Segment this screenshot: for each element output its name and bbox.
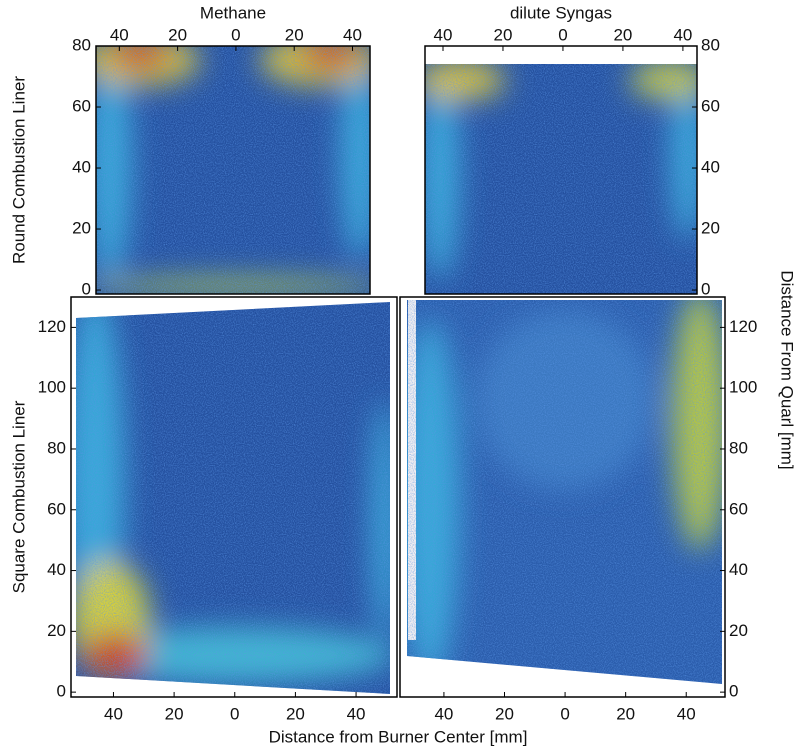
y-tick-label: 60 <box>701 96 720 115</box>
x-tick-label: 40 <box>673 25 692 44</box>
y-tick-label: 40 <box>701 158 720 177</box>
y-tick-label: 0 <box>82 280 91 299</box>
x-tick-label: 40 <box>347 704 366 723</box>
x-tick-label: 20 <box>495 704 514 723</box>
heatmap-image <box>425 64 697 294</box>
x-tick-label: 20 <box>616 704 635 723</box>
panel-frame <box>399 296 726 698</box>
x-tick-label: 40 <box>434 25 453 44</box>
y-tick-label: 40 <box>72 158 91 177</box>
y-tick-label: 0 <box>57 682 66 701</box>
heatmap-image <box>407 300 722 684</box>
x-tick-label: 40 <box>343 25 362 44</box>
y-tick-label: 40 <box>47 560 66 579</box>
x-tick-label: 40 <box>110 25 129 44</box>
x-tick-label: 40 <box>104 704 123 723</box>
y-tick-label: 80 <box>72 35 91 54</box>
y-tick-label: 80 <box>47 438 66 457</box>
x-tick-label: 20 <box>285 25 304 44</box>
panel-frame <box>70 296 398 698</box>
y-tick-label: 60 <box>47 499 66 518</box>
x-tick-label: 20 <box>613 25 632 44</box>
x-tick-label: 0 <box>230 704 239 723</box>
y-tick-label: 0 <box>729 682 738 701</box>
x-tick-label: 40 <box>434 704 453 723</box>
x-tick-label: 20 <box>494 25 513 44</box>
y-tick-label: 100 <box>729 378 757 397</box>
x-tick-label: 40 <box>677 704 696 723</box>
x-tick-label: 0 <box>558 25 567 44</box>
panel-frame <box>424 45 698 295</box>
y-tick-label: 120 <box>729 317 757 336</box>
panel-ylabel: Square Combustion Liner <box>9 400 28 593</box>
y-tick-label: 20 <box>729 621 748 640</box>
x-tick-label: 20 <box>168 25 187 44</box>
heatmap-image <box>96 46 370 294</box>
panel-ylabel: Round Combustion Liner <box>9 76 28 264</box>
x-tick-label: 0 <box>560 704 569 723</box>
figure-ylabel: Distance From Quarl [mm] <box>778 270 797 469</box>
y-tick-label: 0 <box>701 280 710 299</box>
y-tick-label: 20 <box>47 621 66 640</box>
y-tick-label: 20 <box>72 219 91 238</box>
y-tick-label: 60 <box>72 96 91 115</box>
y-tick-label: 80 <box>701 35 720 54</box>
panel-title: Methane <box>200 3 266 22</box>
y-tick-label: 120 <box>38 317 66 336</box>
y-tick-label: 60 <box>729 499 748 518</box>
x-tick-label: 20 <box>286 704 305 723</box>
figure-xlabel: Distance from Burner Center [mm] <box>269 727 528 746</box>
heatmap-image <box>76 302 390 694</box>
x-tick-label: 20 <box>165 704 184 723</box>
y-tick-label: 100 <box>38 378 66 397</box>
panel-title: dilute Syngas <box>510 3 612 22</box>
panel-frame <box>95 45 371 295</box>
y-tick-label: 80 <box>729 438 748 457</box>
y-tick-label: 20 <box>701 219 720 238</box>
x-tick-label: 0 <box>231 25 240 44</box>
y-tick-label: 40 <box>729 560 748 579</box>
